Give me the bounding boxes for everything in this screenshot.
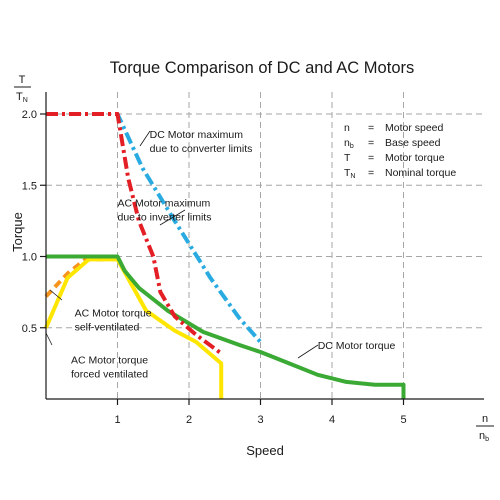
leader-self-ventilated xyxy=(49,289,63,301)
x-tick-label-4: 4 xyxy=(329,414,335,426)
legend-equals-2: = xyxy=(368,152,374,164)
x-unit-den-sub: b xyxy=(485,436,489,443)
legend-symbol-3: TN xyxy=(344,167,355,180)
x-unit-den-symbol: n xyxy=(479,430,485,442)
annotation-0-line-0: DC Motor maximum xyxy=(150,129,244,141)
legend-symbol-2: T xyxy=(344,152,351,164)
series-line-ac-motor-torque-self-ventilated xyxy=(44,257,104,298)
annotation-2-line-1: self-ventilated xyxy=(75,321,140,333)
annotations: DC Motor maximum due to converter limits A… xyxy=(71,129,395,380)
annotation-1-line-0: AC Motor maximum xyxy=(118,198,211,210)
leader-dc-maximum xyxy=(139,130,151,147)
annotation-1-line-1: due to inverter limits xyxy=(118,212,212,224)
legend-desc-1: Base speed xyxy=(385,137,441,149)
axis-ticks: 1 2 3 4 5 0.5 1.0 1.5 2.0 xyxy=(22,109,407,426)
series-line-ac-motor-torque-forced-ventilated xyxy=(44,257,224,399)
annotation-2-line-0: AC Motor torque xyxy=(75,307,152,319)
legend-desc-3: Nominal torque xyxy=(385,167,456,179)
y-axis-label: Torque xyxy=(10,212,25,252)
x-unit-numerator: n xyxy=(482,413,488,425)
legend-equals-0: = xyxy=(368,122,374,134)
legend-equals-3: = xyxy=(368,167,374,179)
annotation-0-line-1: due to converter limits xyxy=(150,143,253,155)
y-tick-label-0.5: 0.5 xyxy=(22,323,37,335)
legend-symbol-1: nb xyxy=(344,137,354,150)
x-tick-label-1: 1 xyxy=(114,414,120,426)
leader-dc-torque xyxy=(297,344,319,359)
y-tick-label-2.0: 2.0 xyxy=(22,109,37,121)
series-line-dc-motor-torque xyxy=(46,254,406,399)
y-unit-denominator: TN xyxy=(16,91,28,104)
annotation-3-line-0: AC Motor torque xyxy=(71,354,148,366)
series-line-ac-motor-maximum-due-to-inverter-limits xyxy=(46,112,223,356)
y-tick-label-1.5: 1.5 xyxy=(22,180,37,192)
y-tick-label-1.0: 1.0 xyxy=(22,252,37,264)
legend-desc-2: Motor torque xyxy=(385,152,445,164)
legend-symbol-0: n xyxy=(344,122,350,134)
leader-ac-maximum xyxy=(159,209,186,226)
legend: n = Motor speed nb = Base speed T = Motor torque… xyxy=(344,122,456,180)
y-unit-den-symbol: T xyxy=(16,91,23,103)
y-unit-numerator: T xyxy=(19,74,26,86)
x-axis-label: Speed xyxy=(246,443,284,458)
legend-desc-0: Motor speed xyxy=(385,122,444,134)
legend-equals-1: = xyxy=(368,137,374,149)
y-unit-den-sub: N xyxy=(23,97,28,104)
x-tick-label-3: 3 xyxy=(257,414,263,426)
x-unit-denominator: nb xyxy=(479,430,489,443)
x-tick-label-2: 2 xyxy=(186,414,192,426)
x-tick-label-5: 5 xyxy=(400,414,406,426)
annotation-4-line-0: DC Motor torque xyxy=(318,340,396,352)
leader-forced-ventilated xyxy=(45,332,53,346)
chart-title: Torque Comparison of DC and AC Motors xyxy=(110,59,414,77)
series-lines xyxy=(44,112,406,399)
annotation-3-line-1: forced ventilated xyxy=(71,368,148,380)
annotation-leaders xyxy=(45,130,319,359)
